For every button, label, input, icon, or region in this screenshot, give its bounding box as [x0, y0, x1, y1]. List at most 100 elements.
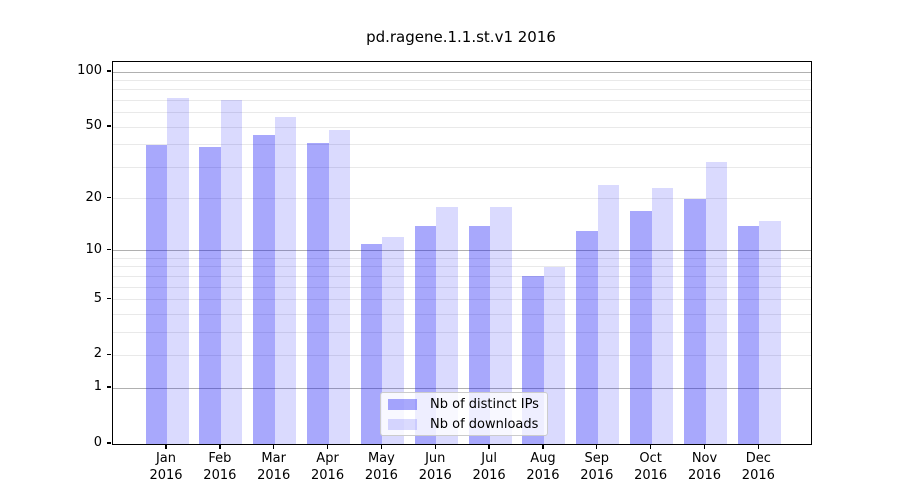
bar-downloads-jul: [490, 206, 512, 444]
legend-swatch-downloads: [388, 418, 417, 430]
gridline-major: [113, 250, 811, 252]
bar-downloads-aug: [543, 266, 566, 444]
x-tick-label: Apr 2016: [300, 450, 356, 484]
y-tick-label: 50: [85, 118, 102, 134]
bar-downloads-feb: [220, 100, 243, 444]
x-tick-mark: [488, 445, 490, 449]
bar-ips-nov: [684, 198, 706, 444]
y-tick-mark: [107, 125, 111, 127]
bar-ips-dec: [737, 225, 760, 444]
x-tick-mark: [757, 445, 760, 449]
x-tick-mark: [649, 445, 652, 449]
x-tick-label: May 2016: [353, 450, 409, 484]
bar-ips-jul: [468, 225, 491, 444]
y-tick-label: 10: [85, 241, 102, 257]
bar-downloads-nov: [705, 162, 727, 444]
plot-area: [112, 61, 812, 445]
y-tick-mark: [107, 70, 111, 72]
gridline-minor: [113, 112, 811, 114]
x-tick-label: Aug 2016: [515, 450, 571, 484]
x-tick-mark: [273, 445, 275, 449]
x-tick-year: 2016: [257, 468, 291, 483]
x-tick-mark: [326, 445, 329, 449]
legend-swatch-distinct-ips: [388, 398, 417, 410]
x-tick-year: 2016: [687, 468, 722, 483]
y-tick-label: 5: [93, 290, 102, 306]
x-tick-year: 2016: [364, 468, 398, 483]
bar-downloads-jun: [436, 206, 458, 444]
x-tick-mark: [165, 445, 167, 449]
gridline-minor: [113, 354, 811, 356]
x-tick-mark: [380, 445, 383, 449]
x-tick-label: Jun 2016: [407, 450, 463, 484]
bar-downloads-mar: [274, 116, 297, 444]
y-tick-label: 0: [93, 435, 102, 450]
gridline-minor: [113, 313, 811, 315]
y-tick-label: 20: [85, 189, 102, 205]
gridline-minor: [113, 275, 811, 277]
gridline-minor: [113, 144, 811, 146]
y-tick-mark: [107, 442, 111, 444]
y-tick-mark: [107, 249, 111, 251]
x-tick-label: Nov 2016: [677, 450, 733, 484]
x-tick-year: 2016: [418, 468, 452, 483]
bar-ips-sep: [576, 231, 598, 444]
bar-downloads-apr: [328, 130, 351, 444]
x-tick-label: Sep 2016: [569, 450, 625, 484]
y-tick-mark: [107, 386, 111, 388]
x-tick-mark: [434, 445, 436, 449]
x-tick-year: 2016: [149, 468, 183, 483]
y-tick-label: 1: [93, 379, 102, 395]
x-tick-label: Oct 2016: [623, 450, 679, 484]
bar-ips-may: [360, 243, 383, 444]
y-tick-mark: [107, 353, 111, 356]
bar-ips-oct: [630, 211, 652, 444]
bar-downloads-oct: [651, 187, 674, 444]
x-tick-label: Mar 2016: [246, 450, 302, 484]
gridline-minor: [113, 99, 811, 101]
gridline-minor: [113, 198, 811, 200]
x-tick-mark: [596, 445, 598, 449]
gridline-major: [113, 71, 811, 73]
bar-downloads-sep: [597, 184, 620, 444]
y-tick-label: 100: [77, 63, 102, 78]
bar-downloads-jan: [167, 98, 189, 444]
gridline-minor: [113, 266, 811, 268]
legend-label-downloads: Nb of downloads: [430, 416, 539, 432]
gridline-minor: [113, 257, 811, 259]
x-tick-label: Feb 2016: [192, 450, 248, 484]
x-tick-year: 2016: [741, 468, 775, 483]
bar-downloads-dec: [759, 220, 781, 444]
gridline-minor: [113, 166, 811, 168]
x-tick-year: 2016: [472, 468, 506, 483]
x-tick-mark: [542, 445, 544, 449]
bar-ips-apr: [307, 142, 329, 444]
legend-item-distinct-ips: Nb of distinct IPs: [388, 397, 547, 412]
bar-ips-mar: [253, 135, 275, 444]
gridline-minor: [113, 89, 811, 91]
gridline-minor: [113, 299, 811, 301]
x-tick-label: Jan 2016: [138, 450, 194, 484]
bar-ips-jan: [145, 144, 167, 444]
y-tick-label: 2: [93, 346, 102, 362]
legend-item-downloads: Nb of downloads: [388, 417, 547, 432]
bar-ips-jun: [414, 225, 437, 444]
x-tick-year: 2016: [580, 468, 614, 483]
gridline-minor: [113, 286, 811, 288]
x-tick-year: 2016: [526, 468, 560, 483]
legend-label-distinct-ips: Nb of distinct IPs: [430, 396, 539, 412]
x-tick-mark: [219, 445, 221, 449]
x-tick-year: 2016: [311, 468, 345, 483]
gridline-minor: [113, 331, 811, 333]
gridline-minor: [113, 79, 811, 81]
gridline-major: [113, 387, 811, 389]
y-tick-mark: [107, 196, 111, 199]
chart-title: pd.ragene.1.1.st.v1 2016: [366, 28, 556, 46]
x-tick-year: 2016: [634, 468, 668, 483]
bar-ips-feb: [199, 146, 221, 444]
legend: Nb of distinct IPs Nb of downloads: [380, 392, 548, 436]
x-tick-label: Jul 2016: [461, 450, 517, 484]
x-tick-mark: [703, 445, 706, 449]
gridline-minor: [113, 126, 811, 128]
